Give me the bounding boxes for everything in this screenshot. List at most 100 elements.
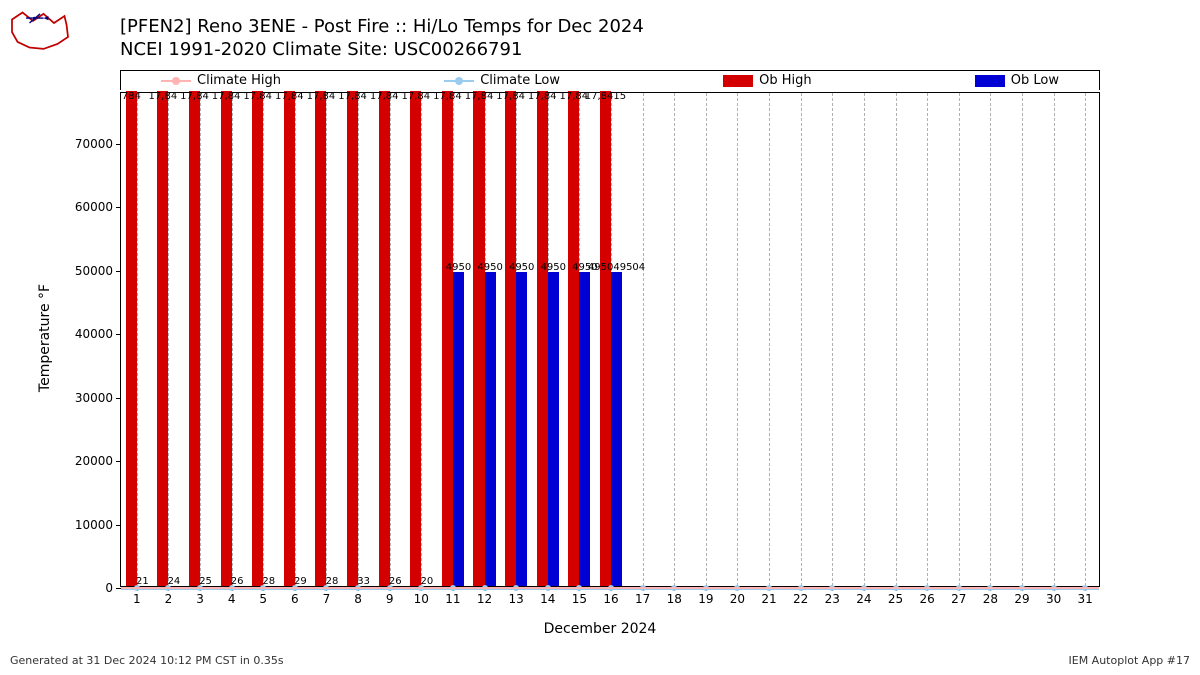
bar-ob-high — [126, 91, 137, 586]
y-axis-title: Temperature °F — [37, 283, 53, 391]
bar-ob-high — [315, 91, 326, 586]
bar-label-low: 4950 — [541, 262, 566, 273]
bar-label-high: 784 — [122, 91, 141, 102]
legend-climate-high: Climate High — [161, 73, 281, 88]
title-line-2: NCEI 1991-2020 Climate Site: USC00266791 — [120, 38, 644, 61]
x-tick-label: 14 — [540, 592, 555, 606]
gridline — [959, 93, 960, 586]
x-tick-label: 31 — [1078, 592, 1093, 606]
x-tick-label: 28 — [983, 592, 998, 606]
gridline — [295, 93, 296, 586]
gridline — [927, 93, 928, 586]
x-tick-label: 21 — [761, 592, 776, 606]
x-tick-label: 19 — [698, 592, 713, 606]
bar-label-high: 17,84 — [338, 91, 367, 102]
gridline — [421, 93, 422, 586]
bar-label-low: 4950 — [509, 262, 534, 273]
bar-label-high: 17,8415 — [585, 91, 626, 102]
bar-ob-high — [252, 91, 263, 586]
bar-label-high: 17,84 — [528, 91, 557, 102]
bar-ob-high — [600, 91, 611, 586]
title-line-1: [PFEN2] Reno 3ENE - Post Fire :: Hi/Lo T… — [120, 15, 644, 38]
x-tick-label: 1 — [133, 592, 141, 606]
gridline — [801, 93, 802, 586]
bar-ob-high — [473, 91, 484, 586]
legend: Climate High Climate Low Ob High Ob Low — [120, 70, 1100, 90]
bar-ob-low — [453, 272, 464, 586]
gridline — [1054, 93, 1055, 586]
bar-ob-high — [537, 91, 548, 586]
x-tick-label: 5 — [259, 592, 267, 606]
gridline — [200, 93, 201, 586]
climate-high-line — [121, 587, 1099, 589]
bar-label-high: 17,84 — [212, 91, 241, 102]
bar-ob-high — [410, 91, 421, 586]
x-tick-label: 8 — [354, 592, 362, 606]
gridline — [168, 93, 169, 586]
bar-ob-high — [568, 91, 579, 586]
gridline — [390, 93, 391, 586]
x-tick-label: 22 — [793, 592, 808, 606]
gridline — [706, 93, 707, 586]
x-tick-label: 20 — [730, 592, 745, 606]
bar-ob-low — [611, 272, 622, 586]
x-tick-label: 23 — [825, 592, 840, 606]
bar-label-high: 17,84 — [307, 91, 336, 102]
x-tick-label: 18 — [667, 592, 682, 606]
bar-label-high: 17,84 — [496, 91, 525, 102]
gridline — [232, 93, 233, 586]
bar-ob-low — [579, 272, 590, 586]
gridline — [1085, 93, 1086, 586]
y-tick-label: 0 — [105, 581, 113, 595]
x-tick-label: 27 — [951, 592, 966, 606]
bar-label-low: 4950 — [477, 262, 502, 273]
x-tick-label: 25 — [888, 592, 903, 606]
plot-area: 1234567891011121314151617181920212223242… — [120, 92, 1100, 587]
bar-ob-high — [157, 91, 168, 586]
x-tick-label: 11 — [445, 592, 460, 606]
gridline — [896, 93, 897, 586]
y-tick-label: 10000 — [75, 518, 113, 532]
y-tick-label: 60000 — [75, 200, 113, 214]
bar-ob-low — [485, 272, 496, 586]
legend-ob-low: Ob Low — [975, 73, 1059, 88]
x-tick-label: 12 — [477, 592, 492, 606]
x-tick-label: 13 — [509, 592, 524, 606]
gridline — [137, 93, 138, 586]
bar-label-high: 17,84 — [401, 91, 430, 102]
x-tick-label: 9 — [386, 592, 394, 606]
bar-label-high: 17,84 — [275, 91, 304, 102]
bar-ob-high — [221, 91, 232, 586]
gridline — [864, 93, 865, 586]
x-tick-label: 29 — [1014, 592, 1029, 606]
gridline — [990, 93, 991, 586]
y-tick-label: 70000 — [75, 137, 113, 151]
bar-ob-low — [516, 272, 527, 586]
x-tick-label: 3 — [196, 592, 204, 606]
iem-logo — [5, 5, 75, 55]
bar-label-high: 17,84 — [149, 91, 178, 102]
x-tick-label: 16 — [603, 592, 618, 606]
x-tick-label: 24 — [856, 592, 871, 606]
bar-label-low: 495049504 — [588, 262, 645, 273]
gridline — [643, 93, 644, 586]
footer-app: IEM Autoplot App #17 — [1069, 654, 1191, 667]
bar-ob-high — [284, 91, 295, 586]
y-tick-label: 30000 — [75, 391, 113, 405]
gridline — [263, 93, 264, 586]
bar-label-high: 17,84 — [370, 91, 399, 102]
y-tick-label: 50000 — [75, 264, 113, 278]
legend-ob-high: Ob High — [723, 73, 812, 88]
bar-ob-low — [548, 272, 559, 586]
bar-label-high: 17,84 — [433, 91, 462, 102]
y-tick-label: 20000 — [75, 454, 113, 468]
x-tick-label: 2 — [165, 592, 173, 606]
x-tick-label: 10 — [414, 592, 429, 606]
bar-ob-high — [379, 91, 390, 586]
gridline — [674, 93, 675, 586]
bar-ob-high — [189, 91, 200, 586]
x-tick-label: 7 — [323, 592, 331, 606]
gridline — [769, 93, 770, 586]
bar-ob-high — [347, 91, 358, 586]
gridline — [358, 93, 359, 586]
